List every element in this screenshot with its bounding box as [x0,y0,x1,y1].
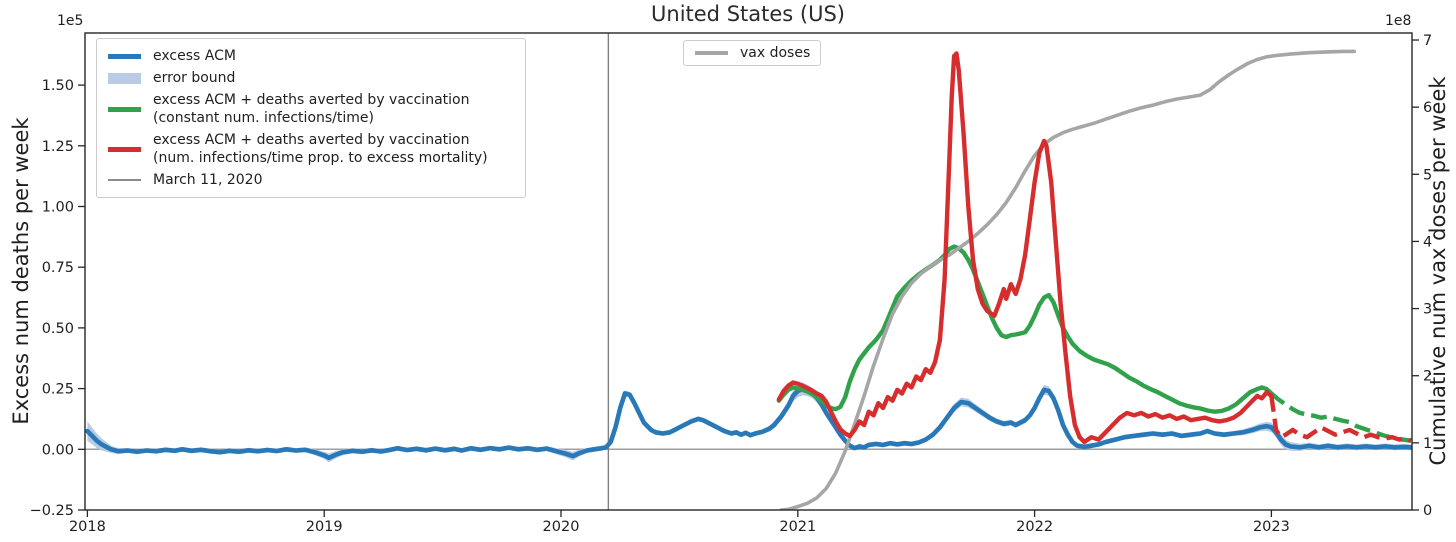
left-axis-label: Excess num deaths per week [9,117,33,425]
left-tick-label: 1.50 [42,78,74,94]
left-tick-label: 0.00 [42,442,74,458]
legend-item-label: March 11, 2020 [153,172,263,188]
averted-proportional-line-solid [776,51,1274,445]
line-swatch [107,179,141,181]
averted-constant-line-solid [776,244,1274,414]
left-tick-label: −0.25 [30,503,74,519]
error-band-swatch [107,72,141,84]
right-tick-label: 5 [1423,167,1432,183]
legend-item-2: excess ACM + deaths averted by vaccinati… [105,89,517,129]
x-tick-label: 2020 [543,519,580,535]
right-tick-label: 1 [1423,436,1432,452]
plot-border [84,32,1413,511]
averted-constant-line-dashed [1269,391,1412,443]
main-legend: excess ACM error bound excess ACM + deaths… [96,38,526,198]
left-axis-offset-label: 1e5 [57,13,84,29]
right-tick-label: 6 [1423,100,1432,116]
right-tick-label: 2 [1423,369,1432,385]
x-tick-label: 2018 [69,519,106,535]
line-swatch [107,53,141,59]
legend-item-4: March 11, 2020 [105,169,517,191]
left-tick-label: 0.75 [42,260,74,276]
left-tick-label: 1.25 [42,139,74,155]
legend-item-label: error bound [153,70,236,86]
plot-area [85,33,1412,510]
right-tick-label: 4 [1423,234,1432,250]
right-tick-label: 3 [1423,302,1432,318]
legend-item-label: excess ACM [153,48,236,64]
line-swatch [107,106,141,112]
left-tick-label: 0.25 [42,382,74,398]
legend-item-1: error bound [105,67,517,89]
vax-doses-line-swatch [694,51,728,55]
vax-doses-line [779,49,1357,510]
left-tick-label: 0.50 [42,321,74,337]
legend-item-0: excess ACM [105,45,517,67]
line-swatch [107,146,141,152]
x-tick-label: 2023 [1253,519,1290,535]
legend-item-label: excess ACM + deaths averted by vaccinati… [153,132,488,166]
vax-legend: vax doses [683,40,822,66]
x-tick-label: 2022 [1016,519,1053,535]
excess-acm-line [85,386,1412,461]
chart-title: United States (US) [651,2,845,26]
legend-item-label: excess ACM + deaths averted by vaccinati… [153,92,470,126]
right-axis-label: Cumulative num vax doses per week [1426,76,1450,466]
x-tick-label: 2019 [306,519,343,535]
legend-item-3: excess ACM + deaths averted by vaccinati… [105,129,517,169]
left-tick-label: 1.00 [42,200,74,216]
right-tick-label: 7 [1423,33,1432,49]
averted-proportional-line-dashed [1269,395,1412,443]
right-axis-offset-label: 1e8 [1385,13,1412,29]
x-tick-label: 2021 [779,519,816,535]
right-tick-label: 0 [1423,503,1432,519]
vax-legend-label: vax doses [740,45,811,61]
